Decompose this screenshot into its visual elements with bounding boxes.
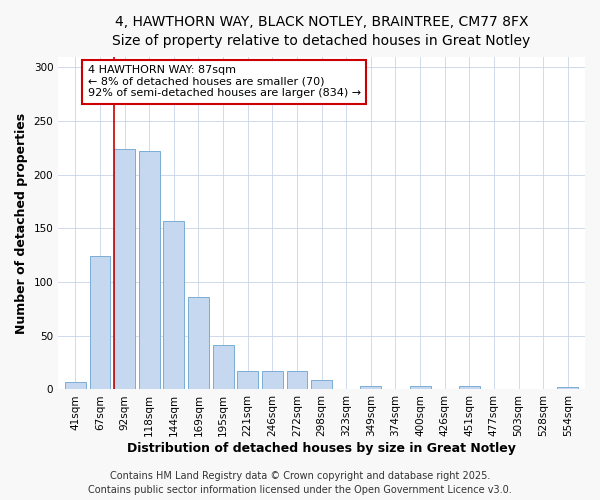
Bar	[89, 256, 110, 390]
Bar	[114, 149, 135, 390]
Text: Contains HM Land Registry data © Crown copyright and database right 2025.
Contai: Contains HM Land Registry data © Crown c…	[88, 471, 512, 495]
Bar	[188, 297, 209, 390]
Bar	[311, 380, 332, 390]
X-axis label: Distribution of detached houses by size in Great Notley: Distribution of detached houses by size …	[127, 442, 516, 455]
Bar	[557, 388, 578, 390]
Bar	[237, 371, 258, 390]
Bar	[65, 382, 86, 390]
Bar	[163, 221, 184, 390]
Bar	[287, 371, 307, 390]
Bar	[139, 151, 160, 390]
Text: 4 HAWTHORN WAY: 87sqm
← 8% of detached houses are smaller (70)
92% of semi-detac: 4 HAWTHORN WAY: 87sqm ← 8% of detached h…	[88, 65, 361, 98]
Y-axis label: Number of detached properties: Number of detached properties	[15, 112, 28, 334]
Bar	[262, 371, 283, 390]
Bar	[410, 386, 431, 390]
Title: 4, HAWTHORN WAY, BLACK NOTLEY, BRAINTREE, CM77 8FX
Size of property relative to : 4, HAWTHORN WAY, BLACK NOTLEY, BRAINTREE…	[112, 15, 531, 48]
Bar	[212, 346, 233, 390]
Bar	[459, 386, 480, 390]
Bar	[361, 386, 381, 390]
